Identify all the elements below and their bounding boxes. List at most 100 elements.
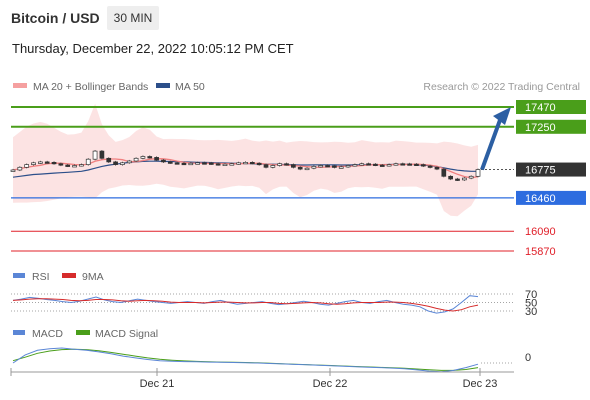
rsi-level-label-30: 30	[525, 306, 537, 318]
candle	[304, 167, 310, 171]
macd-line	[12, 347, 479, 373]
legend-ma50-swatch	[156, 83, 170, 88]
candle	[386, 164, 392, 167]
candle	[263, 164, 269, 168]
level-label-17250: 17250	[525, 122, 556, 134]
instrument-title: Bitcoin / USD	[11, 10, 100, 26]
candle	[195, 162, 200, 165]
rsi-level-label-70: 70	[525, 289, 537, 301]
candle	[284, 163, 289, 166]
level-tag-16460	[516, 190, 586, 205]
macd-panel: 0	[12, 347, 531, 373]
candle	[31, 162, 36, 165]
level-tag-17470	[516, 100, 586, 114]
candle	[441, 168, 447, 177]
timeframe-badge[interactable]: 30 MIN	[107, 6, 159, 30]
x-tick-label: Dec 21	[140, 378, 175, 390]
level-tag-16775	[516, 162, 586, 177]
legend-rsi-label: RSI	[32, 271, 50, 283]
candle	[448, 175, 453, 180]
candle	[270, 165, 276, 168]
candle	[133, 157, 139, 162]
candle	[297, 166, 303, 170]
candle	[113, 161, 118, 165]
candle	[468, 175, 474, 179]
legend-macd-swatch	[13, 330, 25, 335]
level-label-16460: 16460	[525, 193, 556, 205]
rsi-level-label-50: 50	[525, 298, 537, 310]
rsi-line	[12, 295, 479, 314]
candle	[10, 169, 16, 172]
candle	[222, 163, 228, 166]
candle	[359, 163, 365, 166]
level-label-16090: 16090	[525, 226, 556, 238]
price-series	[10, 150, 481, 181]
candle	[400, 163, 406, 166]
candle	[65, 164, 71, 167]
forecast-arrow	[480, 107, 511, 171]
candle	[126, 160, 132, 164]
candle	[434, 166, 440, 170]
candle	[345, 165, 351, 168]
macd-level-label-0: 0	[525, 352, 531, 364]
legend-macd-signal-swatch	[76, 330, 90, 335]
candle	[256, 162, 262, 166]
x-tick-label: Dec 22	[313, 378, 348, 390]
candle	[106, 157, 112, 163]
candle	[325, 165, 330, 168]
legend-macd-signal-label: MACD Signal	[95, 328, 158, 340]
header-bar: Bitcoin / USD 30 MIN	[0, 0, 590, 36]
legend-9ma-swatch	[62, 273, 76, 278]
candle	[202, 162, 207, 165]
level-label-15870: 15870	[525, 246, 556, 258]
candle	[407, 163, 412, 166]
level-tag-17250	[516, 119, 586, 134]
candle	[215, 163, 221, 166]
candle	[277, 163, 283, 166]
candle	[85, 158, 91, 165]
price-levels: 17470 17250 16775 16460 16090 15870	[11, 100, 586, 258]
candle	[249, 162, 255, 165]
candle	[208, 162, 214, 165]
arrow-shaft	[480, 119, 502, 171]
candle	[338, 166, 344, 169]
candle	[291, 164, 296, 168]
x-tick-label: Dec 23	[463, 378, 498, 390]
credit-label: Research © 2022 Trading Central	[423, 81, 580, 93]
candle	[24, 164, 30, 168]
candle	[427, 165, 433, 168]
bollinger-band-area	[13, 103, 478, 217]
candle	[414, 163, 419, 166]
candle	[44, 161, 50, 164]
macd-signal-line	[12, 348, 479, 371]
rsi-9ma-line	[12, 298, 479, 312]
candle	[72, 165, 77, 168]
candle	[236, 162, 242, 165]
x-axis-labels: Dec 21 Dec 22 Dec 23	[140, 368, 498, 390]
candle	[373, 163, 378, 166]
candle	[475, 169, 481, 177]
legend-macd-label: MACD	[32, 328, 63, 340]
candle	[393, 163, 399, 166]
candle	[147, 156, 153, 159]
candle	[181, 162, 187, 166]
candle	[366, 163, 371, 166]
legend-rsi-swatch	[13, 273, 25, 278]
legend-9ma-label: 9MA	[82, 271, 104, 283]
candle	[352, 164, 358, 167]
candle	[311, 166, 317, 169]
candle	[140, 156, 146, 159]
candle	[92, 150, 98, 160]
candle	[120, 162, 125, 165]
level-label-16775: 16775	[525, 165, 556, 177]
candle	[38, 161, 43, 164]
candle	[420, 164, 426, 167]
candle	[99, 150, 105, 159]
candle	[243, 162, 248, 165]
candle	[161, 159, 166, 163]
candle	[154, 157, 159, 161]
candle	[332, 165, 337, 168]
level-label-17470: 17470	[525, 102, 556, 114]
